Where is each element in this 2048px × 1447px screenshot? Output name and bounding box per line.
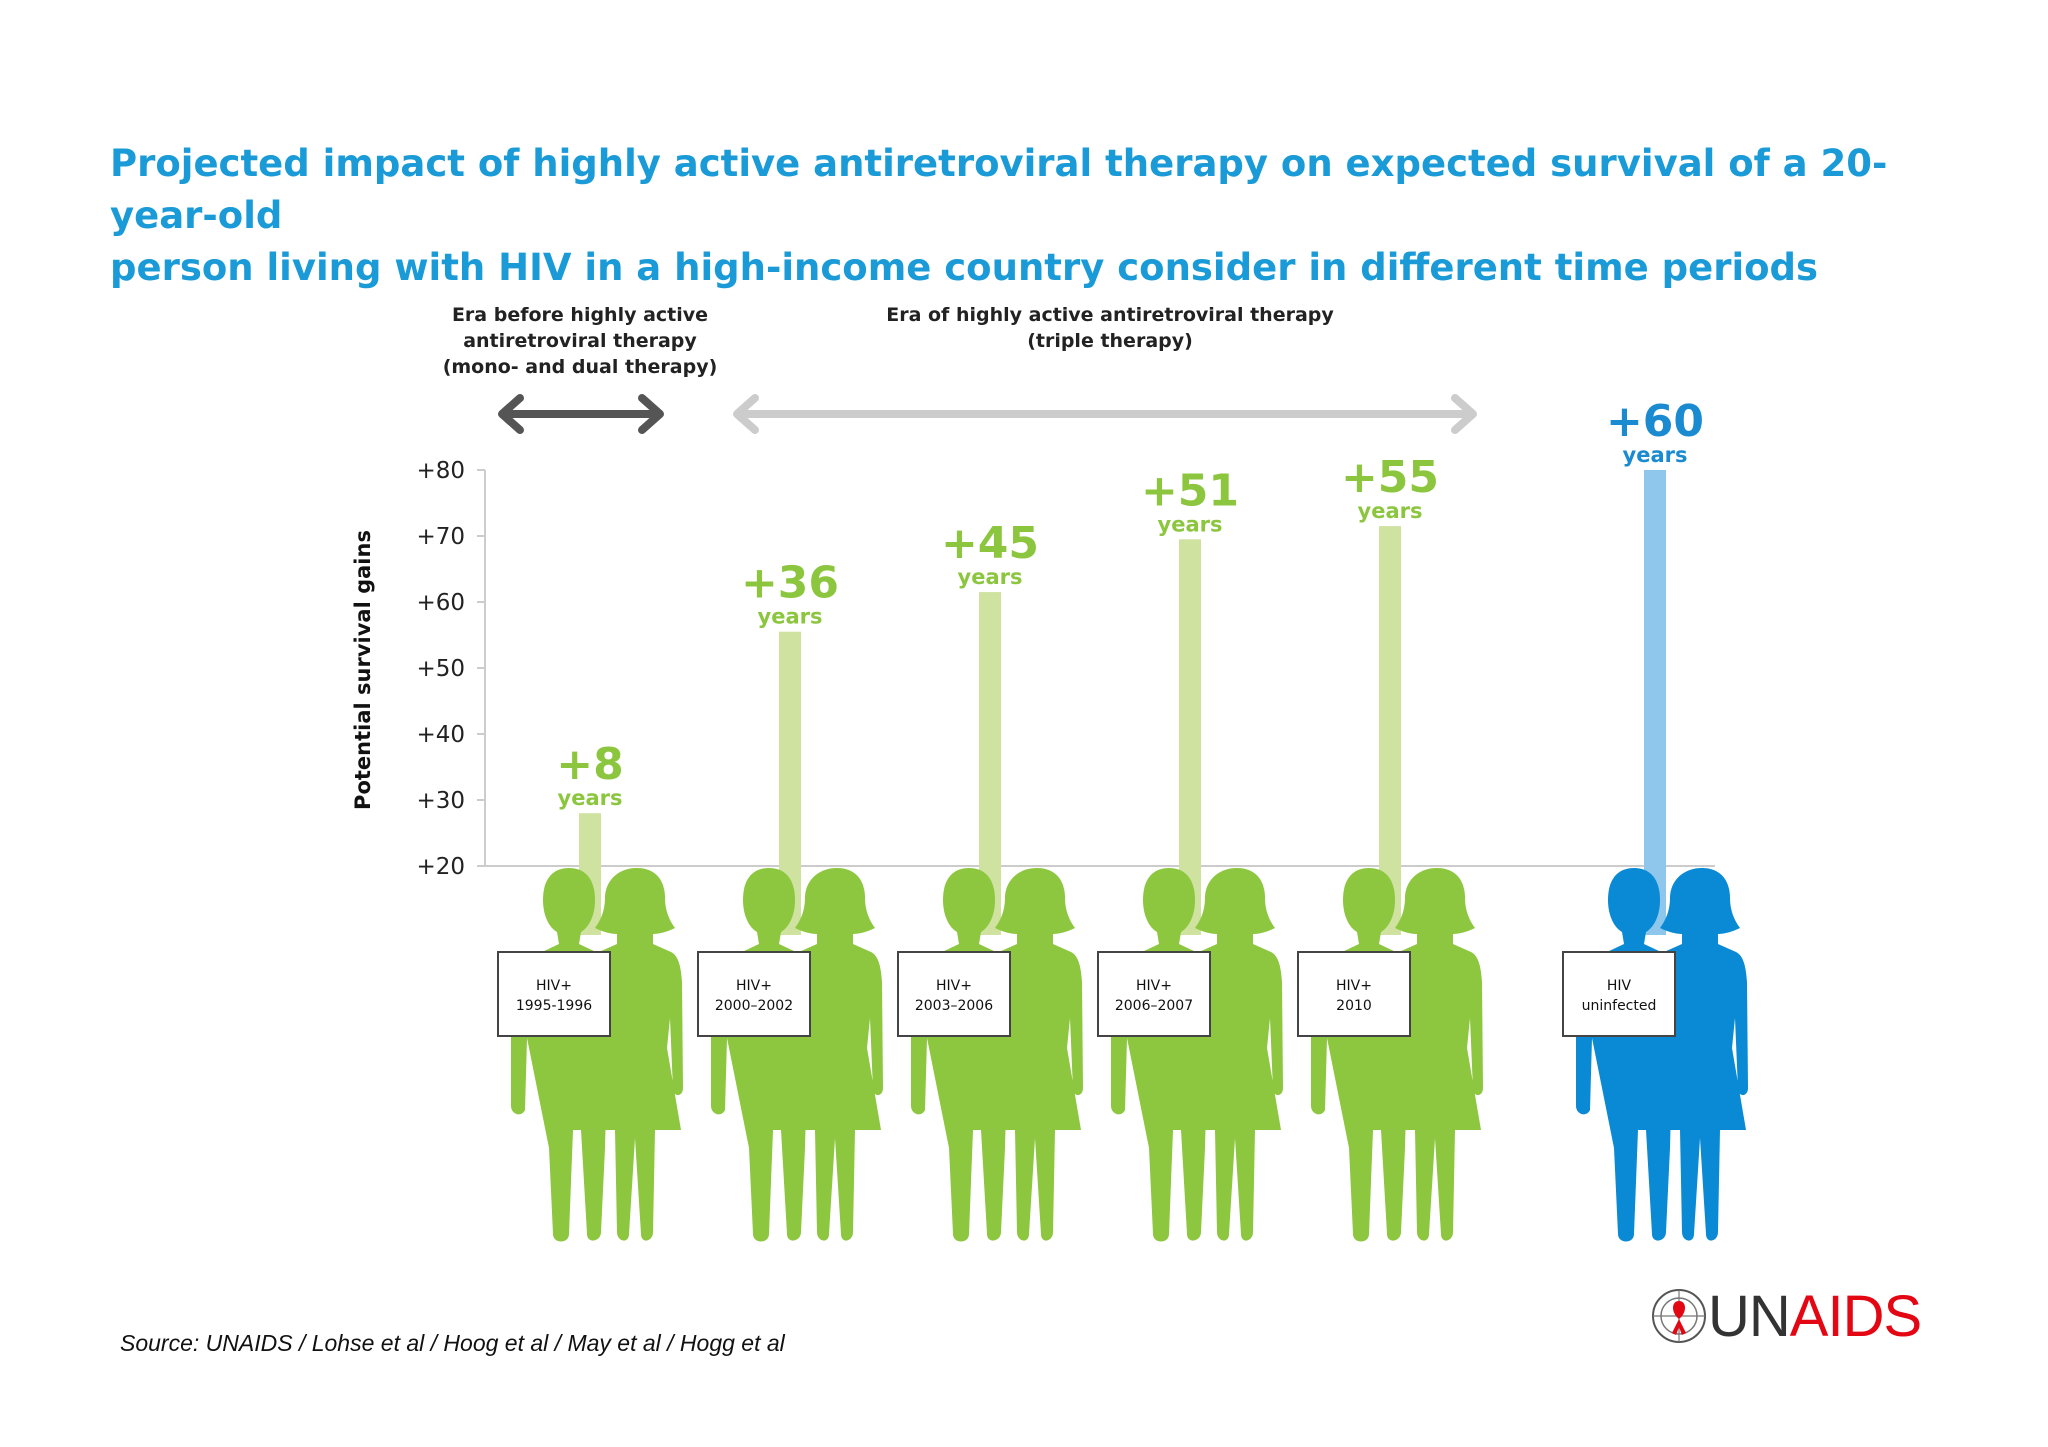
sign-background — [897, 951, 1011, 1037]
sign-text: uninfected — [1582, 998, 1657, 1014]
y-axis: +80 +70 +60 +50 +40 +30 +20 — [416, 458, 1715, 880]
bar — [1644, 470, 1666, 935]
sign-text: 1995-1996 — [516, 998, 592, 1014]
sign-board: HIV+ 2006–2007 — [1097, 951, 1211, 1037]
sign-text: 2010 — [1336, 998, 1372, 1014]
y-tick-label: +20 — [416, 854, 465, 880]
sign-board: HIV+ 2000–2002 — [697, 951, 811, 1037]
y-tick-label: +50 — [416, 656, 465, 682]
sign-text: 2003–2006 — [915, 998, 993, 1014]
value-unit-label: years — [1158, 512, 1223, 536]
era-haart-line-2: (triple therapy) — [1027, 330, 1193, 352]
sign-background — [1562, 951, 1676, 1037]
source-note: Source: UNAIDS / Lohse et al / Hoog et a… — [120, 1330, 785, 1356]
value-unit-label: years — [958, 565, 1023, 589]
bar — [779, 631, 801, 935]
era-before-haart-line-1: Era before highly active — [451, 304, 709, 326]
y-tick-label: +60 — [416, 590, 465, 616]
value-unit-label: years — [1623, 443, 1688, 467]
unaids-wordmark-un: UN — [1708, 1283, 1791, 1349]
sign-text: HIV+ — [936, 978, 972, 994]
y-tick-label: +30 — [416, 788, 465, 814]
value-label: +8 — [556, 739, 623, 790]
sign-background — [1097, 951, 1211, 1037]
chart-title-line-1: Projected impact of highly active antire… — [110, 142, 1888, 237]
chart-title: Projected impact of highly active antire… — [110, 138, 1970, 294]
unaids-logo: UNAIDS — [1650, 1283, 1922, 1350]
era-before-haart-arrow — [498, 394, 664, 434]
value-unit-label: years — [1358, 499, 1423, 523]
value-unit-label: years — [758, 605, 823, 629]
sign-background — [497, 951, 611, 1037]
value-label: +55 — [1341, 452, 1439, 503]
era-haart-line-1: Era of highly active antiretroviral ther… — [886, 304, 1334, 326]
y-tick-label: +80 — [416, 458, 465, 484]
sign-board: HIV+ 1995-1996 — [497, 951, 611, 1037]
sign-board: HIV uninfected — [1562, 951, 1676, 1037]
bar-groups: HIV+1995-1996+8yearsHIV+2000–2002+36year… — [497, 396, 1748, 1242]
era-before-haart-line-2: antiretroviral therapy — [463, 330, 697, 352]
y-tick-label: +70 — [416, 524, 465, 550]
bar — [979, 592, 1001, 935]
value-label: +45 — [941, 518, 1039, 569]
sign-background — [697, 951, 811, 1037]
value-label: +60 — [1606, 396, 1704, 447]
chart-title-line-2: person living with HIV in a high-income … — [110, 246, 1819, 289]
era-haart-label: Era of highly active antiretroviral ther… — [860, 302, 1360, 354]
era-haart-arrow — [733, 394, 1477, 434]
era-before-haart-label: Era before highly active antiretroviral … — [420, 302, 740, 380]
sign-text: 2000–2002 — [715, 998, 793, 1014]
value-label: +51 — [1141, 465, 1239, 516]
sign-background — [1297, 951, 1411, 1037]
sign-text: HIV — [1607, 978, 1632, 994]
unaids-wordmark: UNAIDS — [1708, 1283, 1922, 1350]
sign-text: HIV+ — [1136, 978, 1172, 994]
bar — [1379, 526, 1401, 935]
sign-text: HIV+ — [536, 978, 572, 994]
sign-board: HIV+ 2003–2006 — [897, 951, 1011, 1037]
sign-text: HIV+ — [736, 978, 772, 994]
era-arrows — [498, 394, 1477, 434]
era-before-haart-line-3: (mono- and dual therapy) — [442, 356, 718, 378]
y-axis-label: Potential survival gains — [351, 530, 375, 810]
bar — [1179, 539, 1201, 935]
sign-text: HIV+ — [1336, 978, 1372, 994]
sign-board: HIV+ 2010 — [1297, 951, 1411, 1037]
value-label: +36 — [741, 558, 839, 609]
value-unit-label: years — [558, 786, 623, 810]
un-emblem-icon — [1652, 1289, 1706, 1343]
y-tick-label: +40 — [416, 722, 465, 748]
sign-text: 2006–2007 — [1115, 998, 1193, 1014]
unaids-wordmark-aids: AIDS — [1789, 1283, 1922, 1349]
